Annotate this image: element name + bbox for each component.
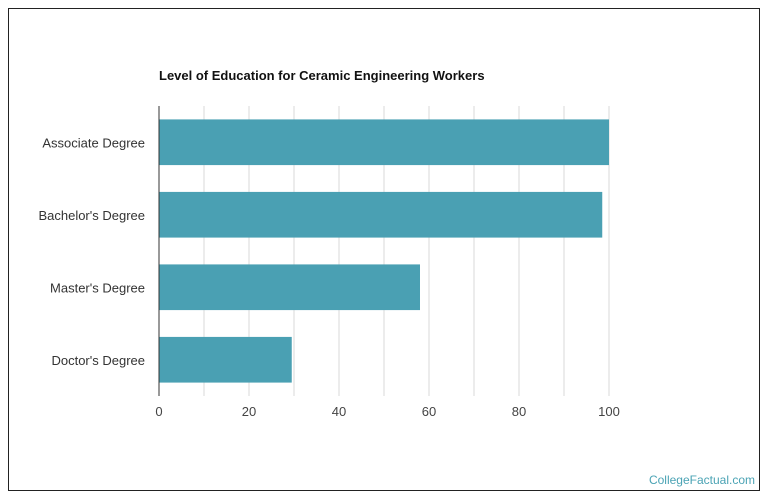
bar bbox=[159, 191, 603, 238]
chart-title: Level of Education for Ceramic Engineeri… bbox=[159, 68, 485, 83]
bar bbox=[159, 119, 609, 166]
bars bbox=[159, 119, 609, 383]
bar bbox=[159, 336, 292, 383]
x-tick-label: 80 bbox=[512, 404, 526, 419]
category-label: Doctor's Degree bbox=[51, 353, 145, 368]
category-label: Master's Degree bbox=[50, 280, 145, 295]
x-tick-label: 60 bbox=[422, 404, 436, 419]
category-labels: Associate Degree Bachelor's Degree Master'… bbox=[38, 135, 145, 368]
x-tick-label: 100 bbox=[598, 404, 620, 419]
x-tick-label: 20 bbox=[242, 404, 256, 419]
x-tick-label: 0 bbox=[155, 404, 162, 419]
watermark[interactable]: CollegeFactual.com bbox=[648, 473, 755, 487]
x-tick-labels: 0 20 40 60 80 100 bbox=[155, 404, 619, 419]
category-label: Bachelor's Degree bbox=[38, 208, 145, 223]
bar bbox=[159, 264, 420, 311]
x-tick-label: 40 bbox=[332, 404, 346, 419]
category-label: Associate Degree bbox=[42, 135, 145, 150]
